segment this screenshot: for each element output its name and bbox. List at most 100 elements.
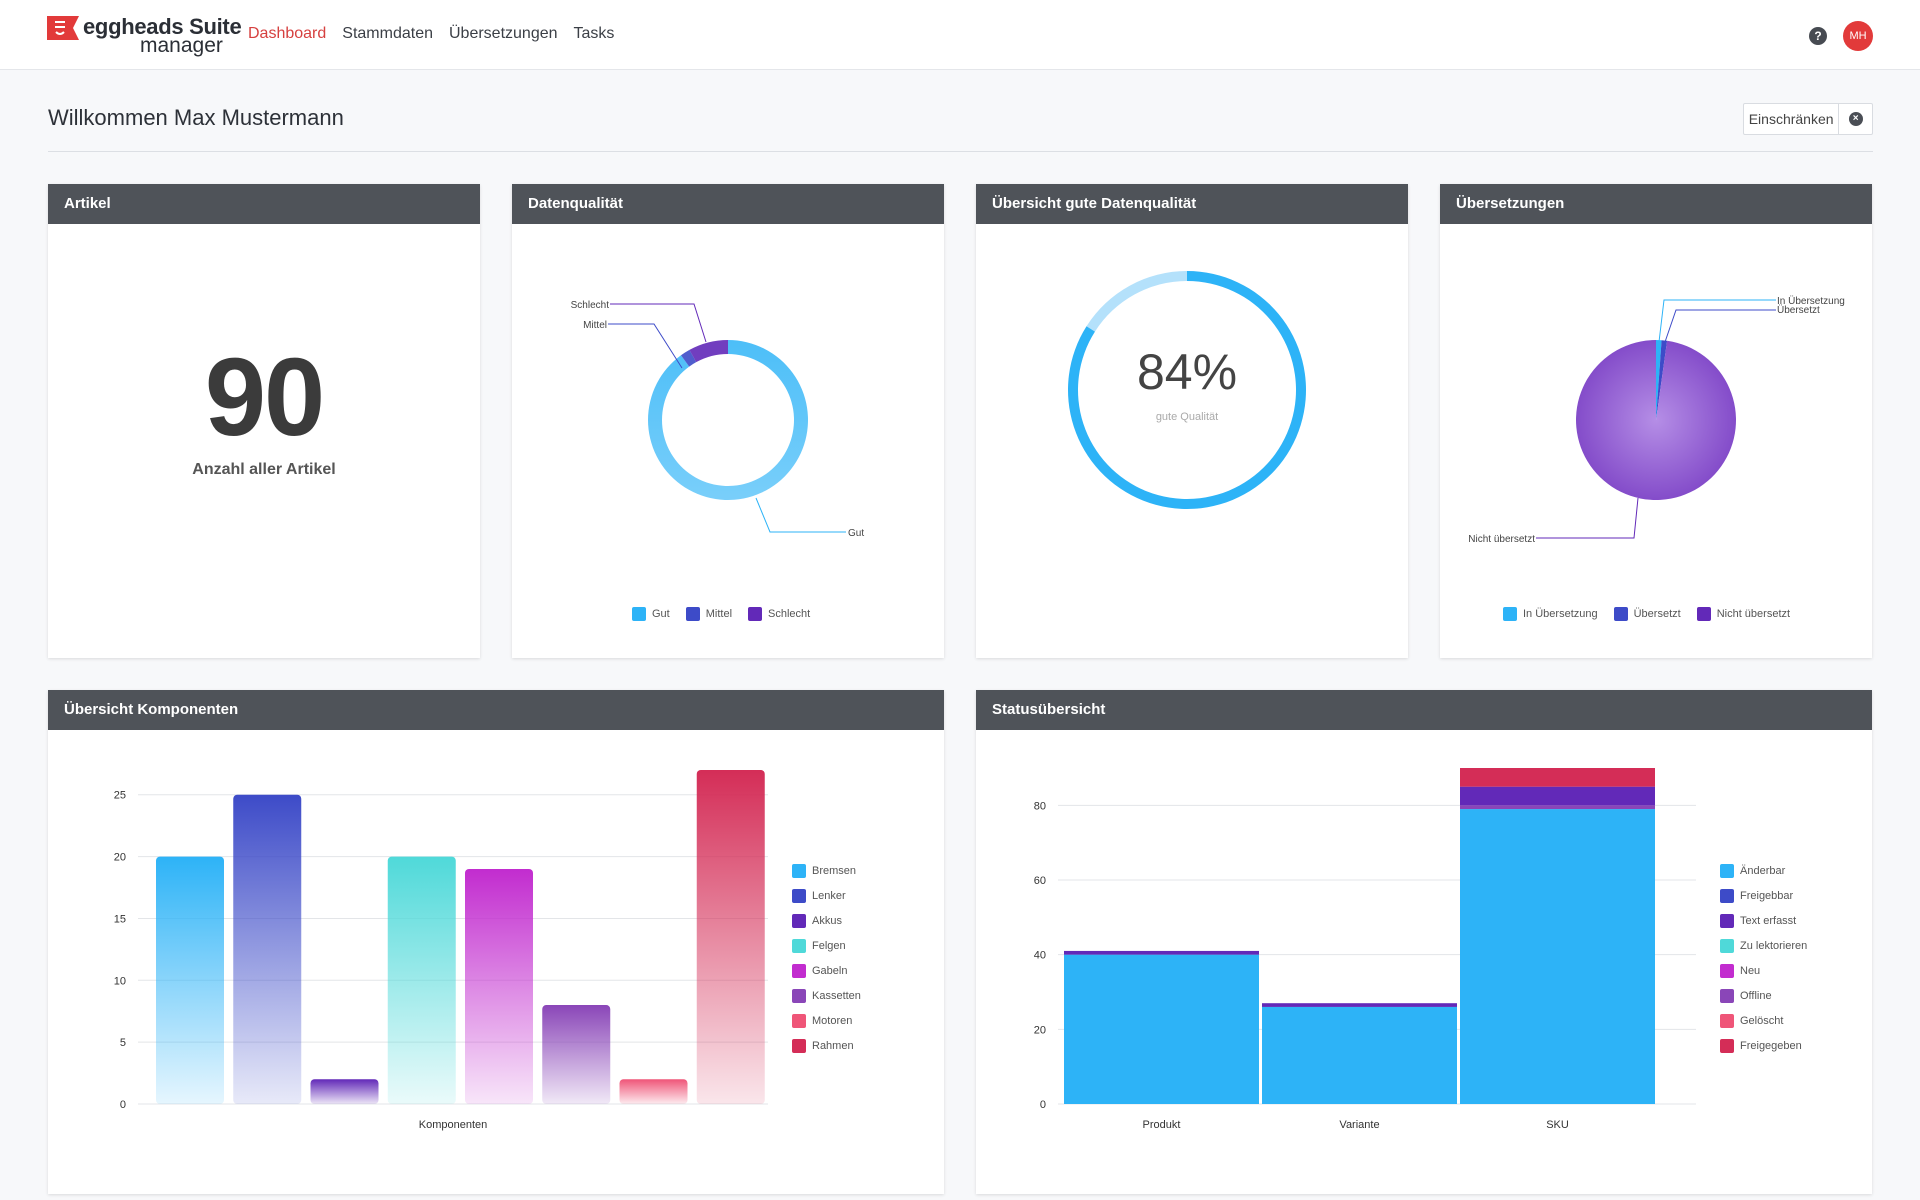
quality-legend-item-gut[interactable]: Gut bbox=[632, 607, 670, 621]
card-title-datenqualitaet: Datenqualität bbox=[512, 184, 944, 224]
nav-item-tasks[interactable]: Tasks bbox=[573, 25, 615, 42]
nav-item-uebersetzungen[interactable]: Übersetzungen bbox=[449, 25, 558, 42]
status-bar-variante-aenderbar[interactable] bbox=[1262, 1006, 1457, 1104]
legend-label: Gut bbox=[652, 608, 670, 620]
legend-label: Änderbar bbox=[1740, 864, 1786, 877]
card-title-gute-datenqualitaet: Übersicht gute Datenqualität bbox=[976, 184, 1408, 224]
restrict-filter-button[interactable]: Einschränken × bbox=[1743, 103, 1873, 135]
components-legend-item-gabeln[interactable]: Gabeln bbox=[792, 958, 861, 983]
avatar[interactable]: MH bbox=[1843, 21, 1873, 51]
legend-swatch bbox=[792, 1013, 806, 1028]
components-y-tick-label: 0 bbox=[120, 1099, 126, 1111]
legend-swatch bbox=[792, 863, 806, 878]
legend-label: Zu lektorieren bbox=[1740, 939, 1808, 952]
quality-legend-item-mittel[interactable]: Mittel bbox=[685, 607, 732, 621]
legend-swatch bbox=[685, 607, 700, 621]
quality-legend-item-schlecht[interactable]: Schlecht bbox=[748, 607, 810, 621]
status-legend-item-geloescht[interactable]: Gelöscht bbox=[1720, 1008, 1807, 1033]
status-bar-sku-offline[interactable] bbox=[1460, 805, 1655, 810]
app-logo[interactable]: eggheads Suite manager bbox=[47, 14, 242, 57]
quality-slice-mittel[interactable] bbox=[680, 349, 697, 367]
status-bar-sku-freigegeben[interactable] bbox=[1460, 768, 1655, 787]
translation-leader-line-uebersetzt bbox=[1664, 309, 1776, 343]
status-legend-item-text-erfasst[interactable]: Text erfasst bbox=[1720, 908, 1807, 933]
status-legend-item-zu-lektorieren[interactable]: Zu lektorieren bbox=[1720, 933, 1807, 958]
legend-swatch bbox=[748, 607, 763, 621]
nav-item-dashboard[interactable]: Dashboard bbox=[248, 25, 327, 42]
translation-slice-in-uebersetzung[interactable] bbox=[1656, 340, 1662, 420]
legend-label: Freigebbar bbox=[1740, 889, 1794, 902]
card-title-artikel: Artikel bbox=[48, 184, 480, 224]
status-bar-produkt-aenderbar[interactable] bbox=[1064, 954, 1259, 1104]
components-legend-item-bremsen[interactable]: Bremsen bbox=[792, 858, 861, 883]
legend-swatch bbox=[792, 888, 806, 903]
status-legend-item-offline[interactable]: Offline bbox=[1720, 983, 1807, 1008]
components-y-tick-label: 25 bbox=[114, 790, 126, 802]
good-quality-gauge: 84% gute Qualität bbox=[1068, 271, 1306, 509]
logo-text-manager: manager bbox=[140, 34, 223, 57]
status-bar-sku-aenderbar[interactable] bbox=[1460, 809, 1655, 1104]
quality-slice-gut[interactable] bbox=[648, 340, 808, 500]
translation-slice-uebersetzt[interactable] bbox=[1656, 340, 1668, 420]
components-legend-item-felgen[interactable]: Felgen bbox=[792, 933, 861, 958]
components-legend-item-kassetten[interactable]: Kassetten bbox=[792, 983, 861, 1008]
article-count-caption: Anzahl aller Artikel bbox=[192, 461, 336, 478]
components-bar-gabeln[interactable] bbox=[465, 868, 533, 1104]
help-icon[interactable]: ? bbox=[1809, 27, 1827, 45]
translation-legend-item-in-uebersetzung[interactable]: In Übersetzung bbox=[1503, 607, 1598, 621]
quality-leader-line-schlecht bbox=[610, 303, 707, 343]
translation-legend-item-nicht-uebersetzt[interactable]: Nicht übersetzt bbox=[1696, 607, 1790, 621]
legend-swatch bbox=[1720, 863, 1734, 878]
translation-legend-item-uebersetzt[interactable]: Übersetzt bbox=[1613, 607, 1681, 621]
components-legend: Bremsen Lenker Akkus Felgen Gabeln Kassetten M… bbox=[792, 858, 861, 1058]
components-bar-akkus[interactable] bbox=[310, 1079, 379, 1104]
card-body-status: 0 20 40 60 80 Produkt Variante SKU Änderbar Frei… bbox=[976, 730, 1872, 1194]
status-legend-item-freigegeben[interactable]: Freigegeben bbox=[1720, 1033, 1807, 1058]
quality-label-gut: Gut bbox=[848, 528, 864, 539]
nav-item-stammdaten[interactable]: Stammdaten bbox=[342, 25, 433, 42]
legend-label: Schlecht bbox=[768, 608, 811, 620]
legend-label: Freigegeben bbox=[1740, 1039, 1802, 1052]
close-circle-icon: × bbox=[1848, 112, 1863, 126]
status-bar-produkt-text-erfasst[interactable] bbox=[1064, 950, 1259, 955]
status-x-tick-label-variante: Variante bbox=[1339, 1119, 1379, 1131]
components-bar-bremsen[interactable] bbox=[156, 856, 224, 1104]
card-gute-datenqualitaet: Übersicht gute Datenqualität 84% gute Qu… bbox=[976, 184, 1408, 658]
translation-slice-nicht-uebersetzt[interactable] bbox=[1576, 340, 1736, 500]
components-legend-item-rahmen[interactable]: Rahmen bbox=[792, 1033, 861, 1058]
translation-label-uebersetzt: Übersetzt bbox=[1777, 304, 1820, 316]
quality-slice-schlecht[interactable] bbox=[689, 340, 728, 363]
legend-swatch bbox=[792, 963, 806, 978]
components-bar-rahmen[interactable] bbox=[696, 770, 765, 1104]
components-legend-item-motoren[interactable]: Motoren bbox=[792, 1008, 861, 1033]
components-bar-kassetten[interactable] bbox=[542, 1005, 611, 1104]
status-legend-item-freigebbar[interactable]: Freigebbar bbox=[1720, 883, 1807, 908]
clear-filter-button[interactable]: × bbox=[1839, 104, 1872, 134]
good-quality-remaining-arc bbox=[1086, 271, 1187, 332]
restrict-button-label[interactable]: Einschränken bbox=[1744, 104, 1840, 134]
legend-swatch bbox=[1720, 1038, 1734, 1053]
components-y-tick-label: 20 bbox=[114, 852, 126, 864]
components-bar-lenker[interactable] bbox=[233, 794, 302, 1104]
good-quality-caption: gute Qualität bbox=[1156, 411, 1218, 423]
components-bar-motoren[interactable] bbox=[619, 1079, 688, 1104]
components-legend-item-akkus[interactable]: Akkus bbox=[792, 908, 861, 933]
status-legend-item-neu[interactable]: Neu bbox=[1720, 958, 1807, 983]
components-bar-felgen[interactable] bbox=[387, 856, 456, 1104]
status-bar-sku-text-erfasst[interactable] bbox=[1460, 786, 1655, 806]
card-body-uebersetzungen: In Übersetzung Übersetzt Nicht übersetzt I… bbox=[1440, 224, 1872, 658]
components-legend-item-lenker[interactable]: Lenker bbox=[792, 883, 861, 908]
status-bar-variante-text-erfasst[interactable] bbox=[1262, 1003, 1457, 1007]
card-uebersetzungen: Übersetzungen In Übersetzung Übersetzt Nic… bbox=[1440, 184, 1872, 658]
legend-swatch bbox=[1503, 607, 1517, 621]
legend-label: Rahmen bbox=[812, 1039, 854, 1052]
legend-label: In Übersetzung bbox=[1523, 608, 1598, 620]
card-body-datenqualitaet: Gut Mittel Schlecht Gut Mittel Schlecht bbox=[512, 224, 944, 658]
good-quality-percent: 84% bbox=[1137, 344, 1237, 400]
status-y-tick-label: 20 bbox=[1034, 1024, 1046, 1036]
legend-swatch bbox=[1720, 938, 1734, 953]
status-legend-item-aenderbar[interactable]: Änderbar bbox=[1720, 858, 1807, 883]
status-y-tick-label: 80 bbox=[1034, 800, 1046, 812]
translation-label-nicht-uebersetzt: Nicht übersetzt bbox=[1468, 534, 1535, 545]
logo-text-suite: eggheads Suite bbox=[83, 14, 242, 39]
